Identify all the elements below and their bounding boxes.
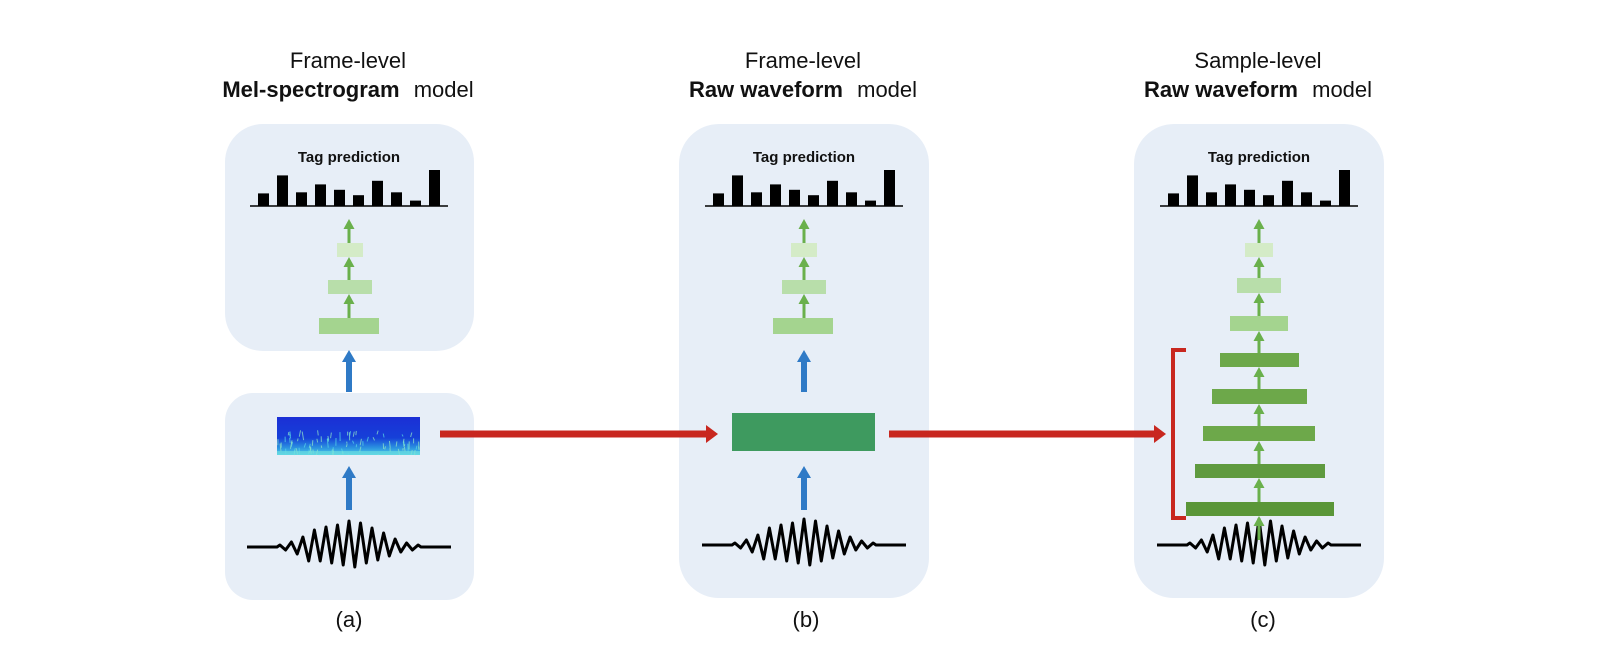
blue-arrow-icon xyxy=(342,350,356,392)
green-arrow-icon xyxy=(1253,331,1265,353)
panel-a-title-line1: Frame-level xyxy=(290,48,406,73)
green-arrow-icon xyxy=(343,219,355,243)
panel-a: Frame-level Mel-spectrogram model Tag pr… xyxy=(222,48,474,632)
panel-a-tag-label: Tag prediction xyxy=(298,149,400,166)
red-arrow-icon xyxy=(889,425,1166,443)
dense-layer xyxy=(328,280,372,294)
audio-waveform-icon xyxy=(702,517,906,567)
green-arrow-icon xyxy=(1253,404,1265,426)
tag-bar xyxy=(1320,200,1331,206)
panel-c-title-bold: Raw waveform xyxy=(1144,77,1298,102)
audio-waveform-icon xyxy=(247,519,451,569)
tag-bar xyxy=(827,180,838,206)
panel-c-tag-chart xyxy=(1160,170,1358,207)
green-arrow-icon xyxy=(798,294,810,318)
tag-bar xyxy=(1244,189,1255,206)
blue-arrow-icon xyxy=(797,350,811,392)
mel-spectrogram-image xyxy=(277,417,420,456)
panel-a-title-rest: model xyxy=(414,77,474,102)
tag-bar xyxy=(713,193,724,206)
dense-layer xyxy=(1230,316,1288,331)
tag-bar xyxy=(1282,180,1293,206)
panel-c: Sample-level Raw waveform model Tag pred… xyxy=(1134,48,1384,632)
panel-b: Frame-level Raw waveform model Tag predi… xyxy=(679,48,929,632)
panel-c-title-rest: model xyxy=(1312,77,1372,102)
panel-c-title-line1: Sample-level xyxy=(1194,48,1321,73)
conv-layer xyxy=(1186,502,1334,516)
green-arrow-icon xyxy=(1253,367,1265,389)
tag-bar xyxy=(334,189,345,206)
tag-bar xyxy=(808,195,819,206)
panel-b-tag-label: Tag prediction xyxy=(753,149,855,166)
green-arrow-icon xyxy=(343,294,355,318)
dense-layer xyxy=(791,243,817,257)
panel-a-dense-stack xyxy=(319,219,379,334)
tag-bar xyxy=(277,175,288,206)
blue-arrow-icon xyxy=(342,466,356,510)
tag-bar xyxy=(1187,175,1198,206)
panel-b-dense-stack xyxy=(773,219,833,334)
tag-bar xyxy=(1168,193,1179,206)
dense-layer xyxy=(319,318,379,334)
green-arrow-icon xyxy=(1253,478,1265,502)
tag-bar xyxy=(1339,170,1350,206)
tag-bar xyxy=(315,184,326,206)
panel-b-title-line2: Raw waveform model xyxy=(689,77,917,102)
tag-bar xyxy=(751,192,762,206)
tag-bar xyxy=(258,193,269,206)
tag-bar xyxy=(846,192,857,206)
tag-bar xyxy=(732,175,743,206)
green-arrow-icon xyxy=(1253,257,1265,278)
panel-b-title-rest: model xyxy=(857,77,917,102)
blue-arrow-icon xyxy=(797,466,811,510)
panel-b-title-line1: Frame-level xyxy=(745,48,861,73)
tag-bar xyxy=(789,189,800,206)
panel-a-title-line2: Mel-spectrogram model xyxy=(222,77,473,102)
dense-layer xyxy=(337,243,363,257)
conv-layer xyxy=(1212,389,1307,404)
tag-bar xyxy=(353,195,364,206)
green-arrow-icon xyxy=(798,219,810,243)
panel-c-caption: (c) xyxy=(1250,607,1276,632)
green-arrow-icon xyxy=(1253,516,1265,540)
tag-bar xyxy=(410,200,421,206)
panel-a-caption: (a) xyxy=(336,607,363,632)
tag-bar xyxy=(1225,184,1236,206)
tag-bar xyxy=(1301,192,1312,206)
tag-bar xyxy=(1206,192,1217,206)
conv-layer xyxy=(1220,353,1299,367)
green-arrow-icon xyxy=(1253,441,1265,464)
dense-layer xyxy=(1245,243,1273,257)
tag-bar xyxy=(429,170,440,206)
dense-layer xyxy=(773,318,833,334)
tag-bar xyxy=(865,200,876,206)
panel-c-tag-label: Tag prediction xyxy=(1208,149,1310,166)
panel-b-title-bold: Raw waveform xyxy=(689,77,843,102)
tag-bar xyxy=(770,184,781,206)
panel-b-caption: (b) xyxy=(793,607,820,632)
conv-layer xyxy=(1195,464,1325,478)
tag-bar xyxy=(296,192,307,206)
panel-c-layer-stack xyxy=(1186,219,1334,540)
panel-b-tag-chart xyxy=(705,170,903,207)
panel-a-title-bold: Mel-spectrogram xyxy=(222,77,399,102)
dense-layer xyxy=(782,280,826,294)
green-arrow-icon xyxy=(1253,293,1265,316)
panel-a-tag-chart xyxy=(250,170,448,207)
tag-bar xyxy=(1263,195,1274,206)
tag-bar xyxy=(391,192,402,206)
green-arrow-icon xyxy=(343,257,355,280)
tag-bar xyxy=(884,170,895,206)
tag-bar xyxy=(372,180,383,206)
frame-level-conv-block xyxy=(732,413,875,451)
green-arrow-icon xyxy=(1253,219,1265,243)
dense-layer xyxy=(1237,278,1281,293)
red-arrow-icon xyxy=(440,425,718,443)
conv-layer xyxy=(1203,426,1315,441)
panel-c-title-line2: Raw waveform model xyxy=(1144,77,1372,102)
bracket-icon xyxy=(1171,348,1186,520)
green-arrow-icon xyxy=(798,257,810,280)
